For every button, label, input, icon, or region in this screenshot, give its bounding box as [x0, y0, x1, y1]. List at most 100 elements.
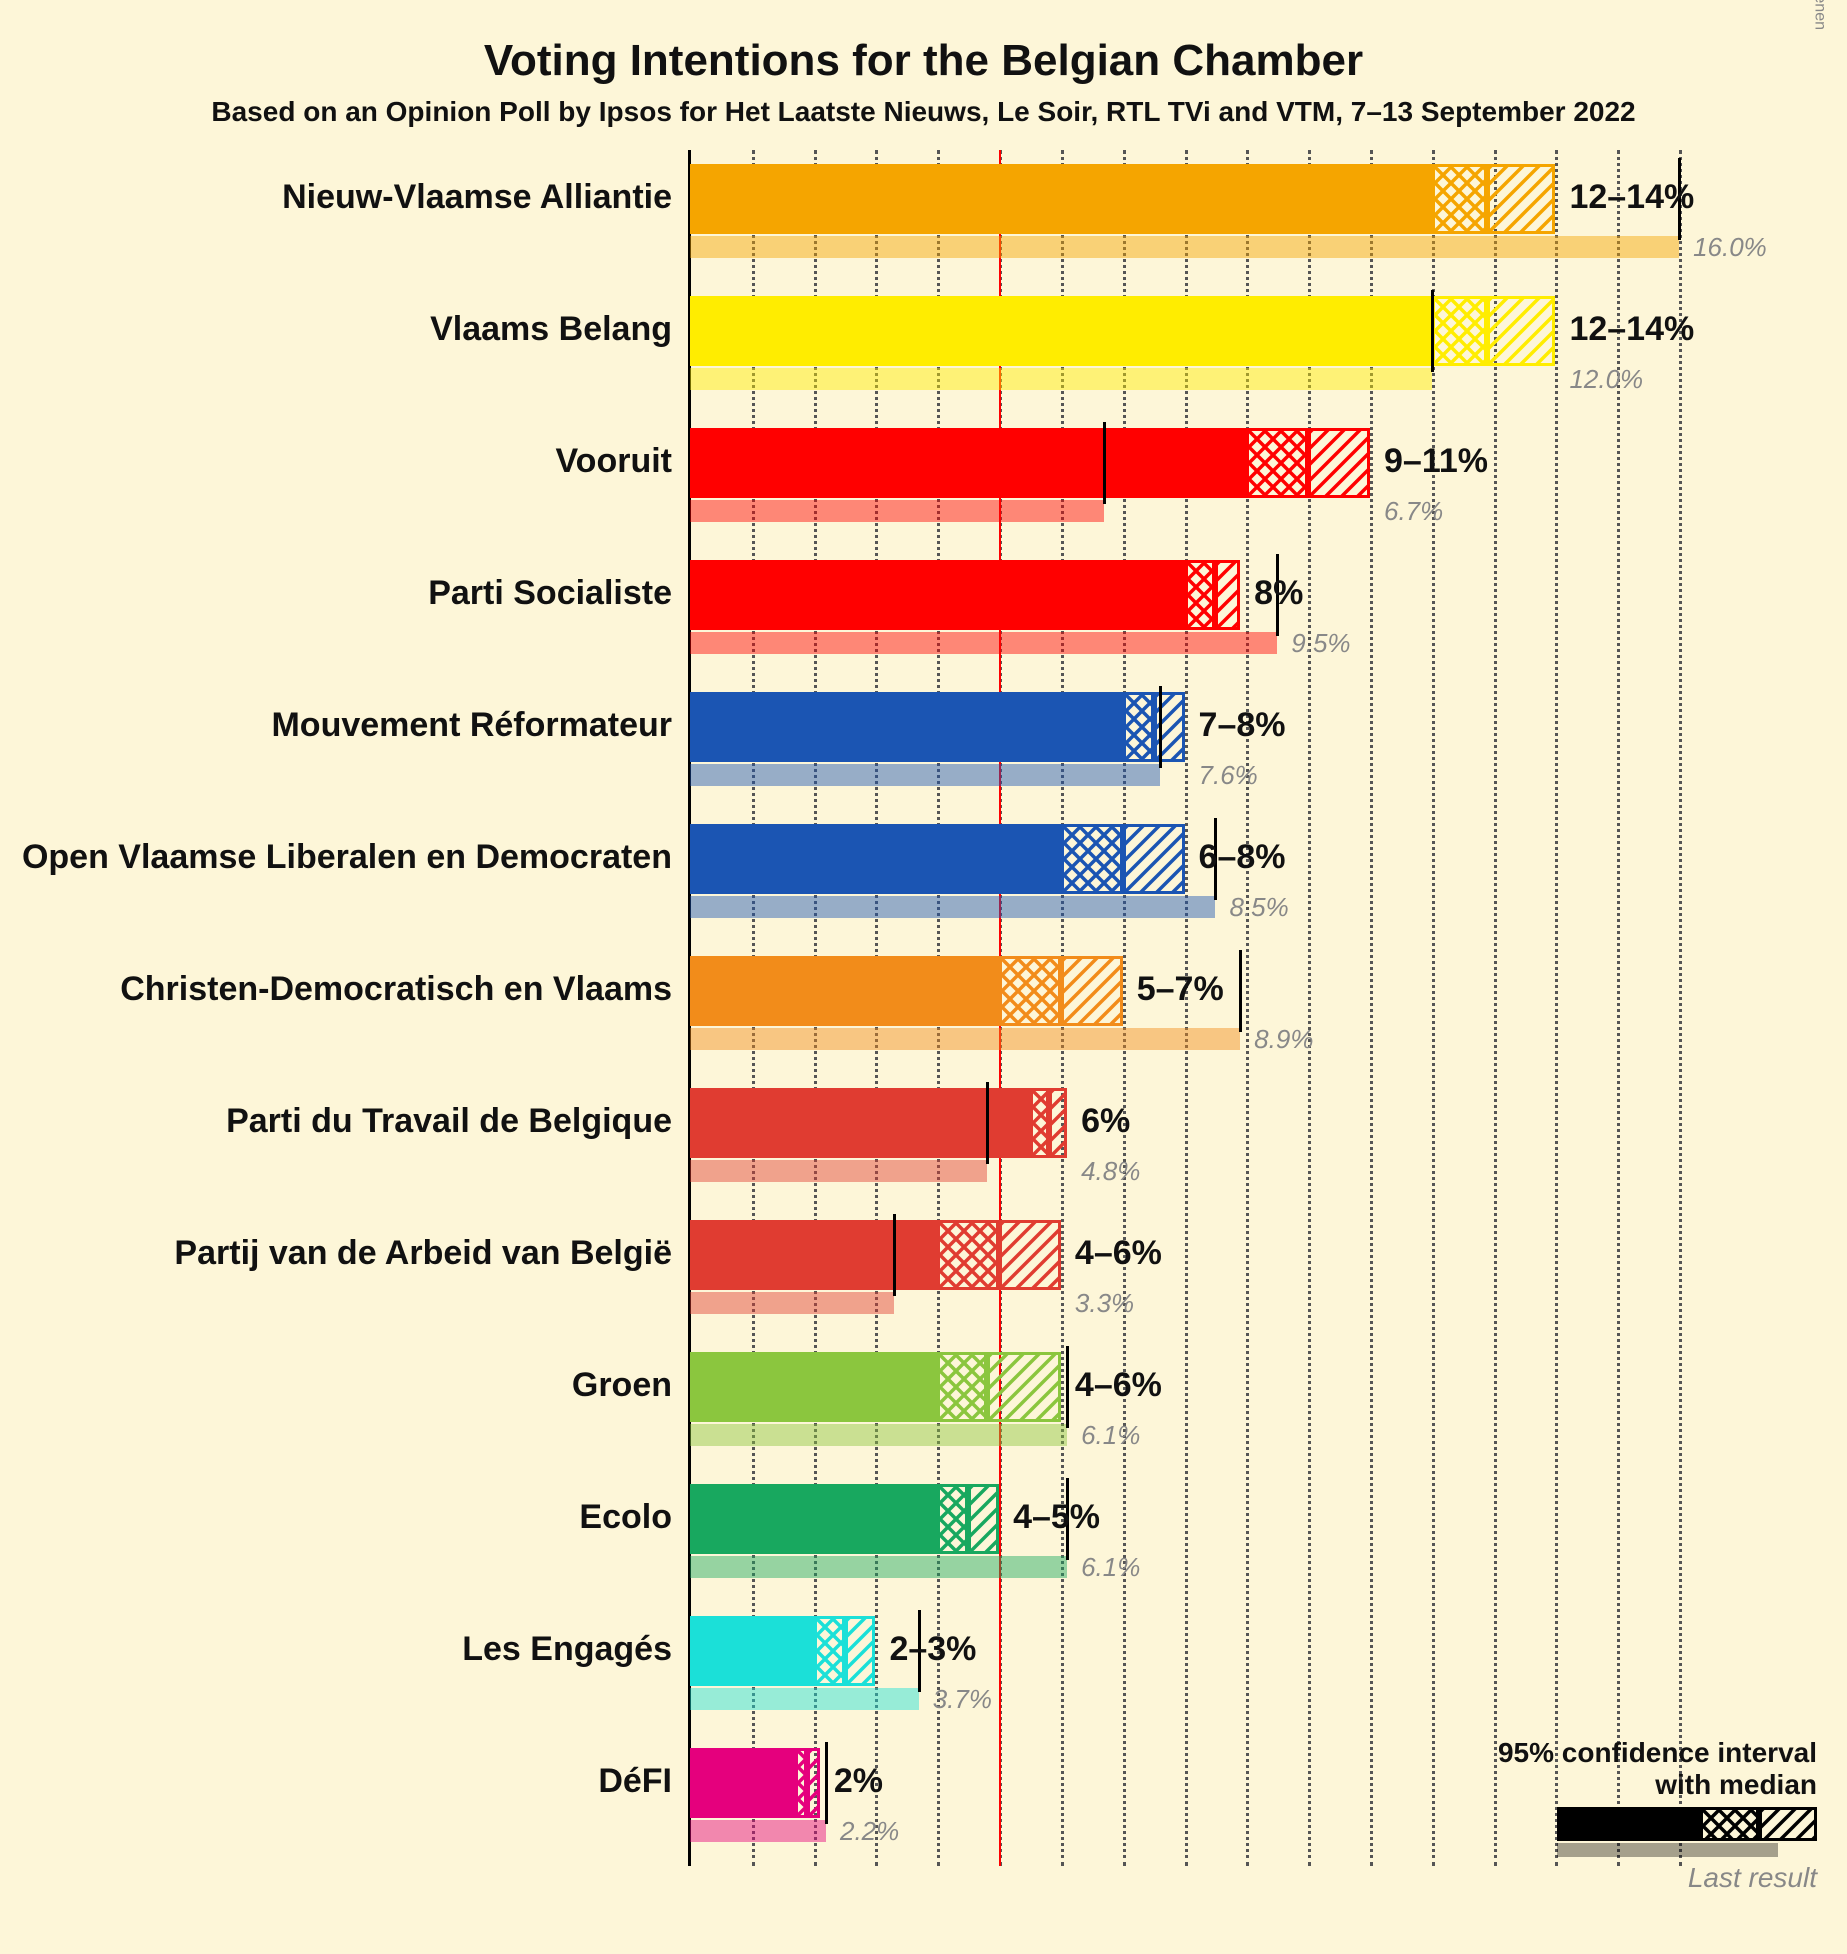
legend-sample-bar [1557, 1807, 1817, 1857]
chart-plot-area: Nieuw-Vlaamse Alliantie12–14%16.0%Vlaams… [690, 150, 1710, 1870]
party-label: Les Engagés [462, 1630, 690, 1669]
ci-bar [690, 956, 1123, 1026]
ci-bar-solid [690, 428, 1246, 498]
party-label: Open Vlaamse Liberalen en Democraten [22, 838, 690, 877]
value-range-label: 9–11% [1384, 442, 1488, 481]
last-value-label: 6.1% [1081, 1552, 1140, 1583]
ci-bar [690, 1352, 1061, 1422]
party-label: Vlaams Belang [430, 310, 690, 349]
last-result-tick [1239, 950, 1242, 1032]
ci-bar-crosshatch [795, 1748, 807, 1818]
legend-ci-label-1: 95% confidence interval [1498, 1737, 1817, 1769]
ci-bar [690, 1088, 1067, 1158]
party-label: DéFI [598, 1762, 690, 1801]
ci-bar [690, 560, 1240, 630]
last-result-tick [1159, 686, 1162, 768]
ci-bar-diagonal [1049, 1088, 1068, 1158]
ci-bar-solid [690, 1616, 814, 1686]
ci-bar-diagonal [987, 1352, 1061, 1422]
ci-bar [690, 296, 1555, 366]
party-row: Mouvement Réformateur7–8%7.6% [690, 692, 1710, 824]
ci-bar [690, 1220, 1061, 1290]
party-row: Partij van de Arbeid van België4–6%3.3% [690, 1220, 1710, 1352]
ci-bar-solid [690, 1484, 937, 1554]
party-row: Parti Socialiste8%9.5% [690, 560, 1710, 692]
party-label: Parti du Travail de Belgique [226, 1102, 690, 1141]
last-result-tick [1066, 1346, 1069, 1428]
party-row: Groen4–6%6.1% [690, 1352, 1710, 1484]
ci-bar [690, 1616, 875, 1686]
ci-bar-diagonal [968, 1484, 999, 1554]
party-row: Parti du Travail de Belgique6%4.8% [690, 1088, 1710, 1220]
ci-bar [690, 1484, 999, 1554]
party-row: Vooruit9–11%6.7% [690, 428, 1710, 560]
ci-bar-crosshatch [814, 1616, 845, 1686]
ci-bar [690, 428, 1370, 498]
last-result-bar [690, 632, 1277, 654]
ci-bar-diagonal [845, 1616, 876, 1686]
ci-bar-diagonal [807, 1748, 819, 1818]
last-result-bar [690, 1292, 894, 1314]
legend-last-label: Last result [1498, 1862, 1817, 1894]
last-value-label: 6.1% [1081, 1420, 1140, 1451]
party-label: Nieuw-Vlaamse Alliantie [282, 178, 690, 217]
ci-bar-diagonal [1487, 164, 1555, 234]
ci-bar-crosshatch [937, 1220, 999, 1290]
last-value-label: 4.8% [1081, 1156, 1140, 1187]
ci-bar-solid [690, 560, 1185, 630]
party-row: Open Vlaamse Liberalen en Democraten6–8%… [690, 824, 1710, 956]
ci-bar-crosshatch [937, 1352, 986, 1422]
last-value-label: 2.2% [840, 1816, 899, 1847]
legend-ci-label-2: with median [1498, 1769, 1817, 1801]
last-result-bar [690, 500, 1104, 522]
party-label: Groen [572, 1366, 690, 1405]
ci-bar-solid [690, 1220, 937, 1290]
ci-bar-diagonal [1123, 824, 1185, 894]
party-row: Vlaams Belang12–14%12.0% [690, 296, 1710, 428]
ci-bar [690, 1748, 820, 1818]
last-result-bar [690, 368, 1432, 390]
value-range-label: 6–8% [1199, 838, 1286, 877]
last-result-bar [690, 896, 1215, 918]
ci-bar [690, 824, 1185, 894]
value-range-label: 4–6% [1075, 1366, 1162, 1405]
ci-bar-crosshatch [1185, 560, 1216, 630]
party-label: Partij van de Arbeid van België [174, 1234, 690, 1273]
value-range-label: 2–3% [889, 1630, 976, 1669]
ci-bar-solid [690, 1352, 937, 1422]
ci-bar-diagonal [1215, 560, 1240, 630]
last-result-tick [1431, 290, 1434, 372]
party-label: Ecolo [579, 1498, 690, 1537]
value-range-label: 4–6% [1075, 1234, 1162, 1273]
last-result-bar [690, 764, 1160, 786]
party-label: Christen-Democratisch en Vlaams [120, 970, 690, 1009]
party-row: Les Engagés2–3%3.7% [690, 1616, 1710, 1748]
legend-solid [1557, 1807, 1700, 1841]
chart-subtitle: Based on an Opinion Poll by Ipsos for He… [0, 96, 1847, 128]
last-result-tick [825, 1742, 828, 1824]
last-result-bar [690, 236, 1679, 258]
party-label: Mouvement Réformateur [271, 706, 690, 745]
value-range-label: 12–14% [1569, 178, 1694, 217]
ci-bar-crosshatch [1432, 164, 1488, 234]
legend: 95% confidence interval with median Last… [1498, 1737, 1817, 1894]
ci-bar-solid [690, 824, 1061, 894]
value-range-label: 6% [1081, 1102, 1130, 1141]
value-range-label: 5–7% [1137, 970, 1224, 1009]
last-result-tick [893, 1214, 896, 1296]
value-range-label: 8% [1254, 574, 1303, 613]
last-result-bar [690, 1424, 1067, 1446]
ci-bar-crosshatch [1061, 824, 1123, 894]
last-result-bar [690, 1820, 826, 1842]
ci-bar-diagonal [1061, 956, 1123, 1026]
copyright-label: © 2024 Filip van Laenen [1811, 0, 1829, 30]
last-value-label: 8.5% [1229, 892, 1288, 923]
last-result-tick [1103, 422, 1106, 504]
ci-bar-solid [690, 692, 1123, 762]
party-label: Vooruit [556, 442, 690, 481]
ci-bar-crosshatch [999, 956, 1061, 1026]
ci-bar-solid [690, 956, 999, 1026]
last-value-label: 6.7% [1384, 496, 1443, 527]
party-row: Christen-Democratisch en Vlaams5–7%8.9% [690, 956, 1710, 1088]
chart-title: Voting Intentions for the Belgian Chambe… [0, 0, 1847, 86]
